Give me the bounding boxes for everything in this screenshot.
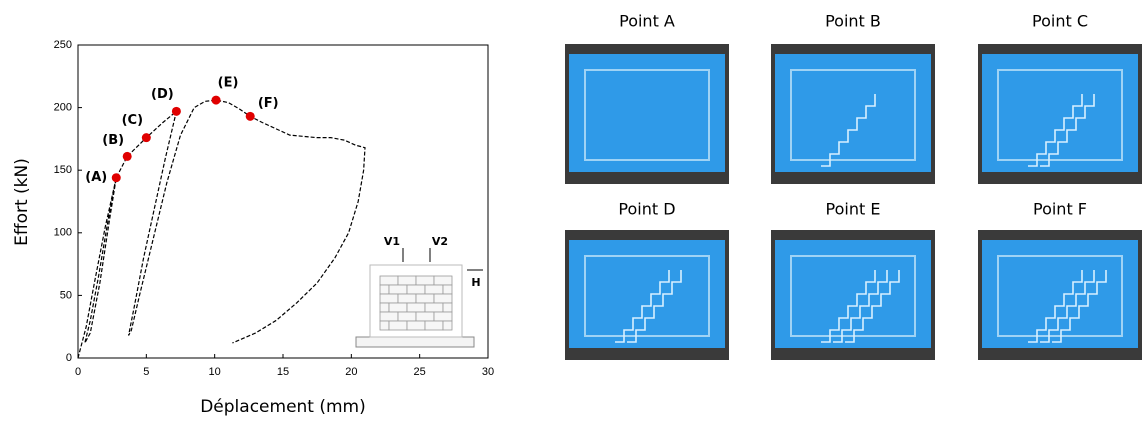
panel-image bbox=[978, 230, 1142, 360]
panel-title: Point C bbox=[1032, 12, 1088, 31]
x-tick-label: 15 bbox=[277, 366, 289, 378]
y-tick-label: 150 bbox=[54, 164, 72, 176]
photo-wall bbox=[569, 54, 725, 172]
y-tick-label: 250 bbox=[54, 39, 72, 51]
y-axis-label: Effort (kN) bbox=[12, 158, 32, 246]
point-label: (E) bbox=[218, 76, 239, 91]
figure: Déplacement (mm) Effort (kN) V1 V2 H 0 5 1… bbox=[0, 0, 1142, 420]
panel-title: Point F bbox=[1033, 200, 1087, 219]
point bbox=[123, 152, 132, 161]
point bbox=[246, 112, 255, 121]
panel-title: Point D bbox=[618, 200, 675, 219]
panel-title: Point B bbox=[825, 12, 881, 31]
photo-wall bbox=[775, 54, 931, 172]
panel-title: Point A bbox=[619, 12, 675, 31]
panel-image bbox=[565, 230, 729, 360]
point bbox=[142, 133, 151, 142]
x-axis-label: Déplacement (mm) bbox=[200, 397, 366, 417]
panel-image bbox=[771, 230, 935, 360]
point-label: (C) bbox=[122, 113, 143, 128]
panel-image bbox=[978, 44, 1142, 184]
point-label: (F) bbox=[258, 96, 279, 111]
point-label: (D) bbox=[151, 87, 174, 102]
y-tick-label: 200 bbox=[54, 102, 72, 114]
y-tick-label: 0 bbox=[66, 352, 72, 364]
x-tick-label: 30 bbox=[482, 366, 494, 378]
point bbox=[172, 107, 181, 116]
panel-image bbox=[565, 44, 729, 184]
y-tick-label: 50 bbox=[60, 289, 72, 301]
x-tick-label: 25 bbox=[414, 366, 426, 378]
x-tick-label: 5 bbox=[143, 366, 149, 378]
inset-label: H bbox=[471, 276, 480, 289]
point bbox=[112, 173, 121, 182]
point bbox=[212, 96, 221, 105]
panel-title: Point E bbox=[826, 200, 881, 219]
x-tick-label: 20 bbox=[345, 366, 357, 378]
point-label: (B) bbox=[102, 133, 124, 148]
y-tick-label: 100 bbox=[54, 227, 72, 239]
inset-label: V2 bbox=[432, 235, 448, 248]
inset: V1 V2 H bbox=[356, 235, 483, 347]
photo-wall bbox=[982, 54, 1138, 172]
x-tick-label: 10 bbox=[209, 366, 221, 378]
x-tick-label: 0 bbox=[75, 366, 81, 378]
point-label: (A) bbox=[85, 170, 107, 185]
panel-image bbox=[771, 44, 935, 184]
inset-label: V1 bbox=[384, 235, 400, 248]
